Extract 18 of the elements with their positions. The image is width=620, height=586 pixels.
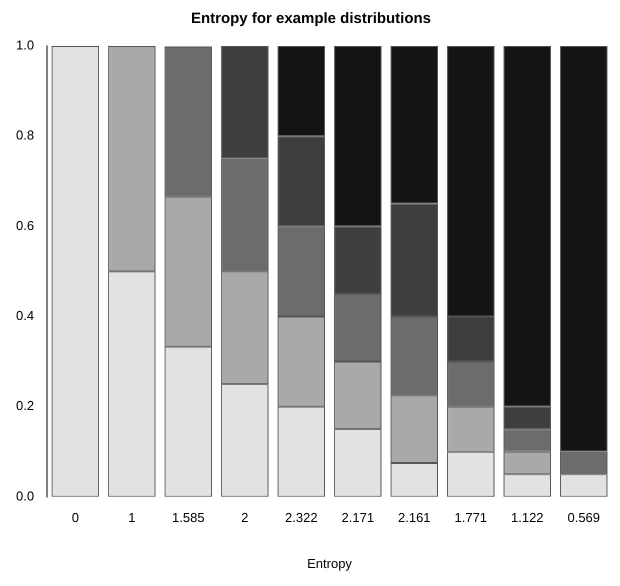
x-tick-label: 0 xyxy=(72,510,79,526)
y-tick-label: 0.0 xyxy=(16,488,34,504)
x-tick-label: 0.569 xyxy=(567,510,600,526)
x-tick-label: 1.585 xyxy=(172,510,205,526)
y-tick-label: 0.6 xyxy=(16,218,34,233)
x-axis-title: Entropy xyxy=(307,556,352,571)
y-tick-label: 0.4 xyxy=(16,308,34,324)
x-tick-label: 2.322 xyxy=(285,510,318,526)
x-tick-label: 1.771 xyxy=(454,510,488,526)
x-tick-label: 2 xyxy=(241,510,248,526)
chart-title: Entropy for example distributions xyxy=(190,10,432,28)
x-tick-label: 2.171 xyxy=(342,510,374,526)
x-tick-label: 1 xyxy=(128,510,136,526)
y-tick-label: 0.2 xyxy=(16,398,34,414)
x-tick-label: 1.122 xyxy=(510,510,544,526)
x-tick-label: 2.161 xyxy=(398,510,431,526)
y-tick-label: 1.0 xyxy=(16,38,34,53)
y-tick-label: 0.8 xyxy=(16,128,34,143)
